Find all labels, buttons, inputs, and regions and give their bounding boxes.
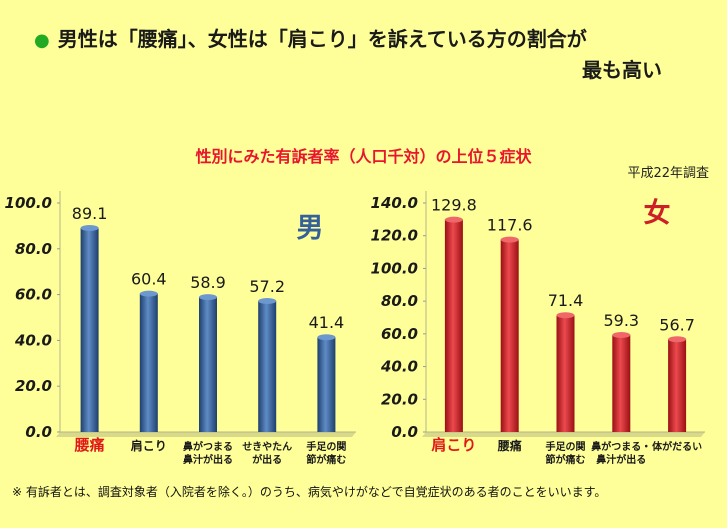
male-bar-cap <box>199 294 217 301</box>
female-value-label: 59.3 <box>603 311 639 330</box>
male-category-label: 鼻がつまる <box>183 440 233 453</box>
male-value-label: 60.4 <box>131 270 167 289</box>
male-bar <box>199 297 217 432</box>
female-bar <box>500 239 519 432</box>
male-tick-label: 20.0 <box>15 377 52 395</box>
male-value-label: 58.9 <box>190 273 226 292</box>
female-floor <box>422 432 705 437</box>
female-tick-label: 100.0 <box>371 259 418 277</box>
female-category-label: 鼻汁が出る <box>596 453 646 466</box>
chart-subtitle: 性別にみた有訴者率（人口千対）の上位５症状 <box>195 147 532 166</box>
male-tick-label: 100.0 <box>5 194 52 212</box>
female-tick-label: 140.0 <box>371 194 418 212</box>
male-value-label: 89.1 <box>72 204 108 223</box>
male-bar-cap <box>258 298 277 305</box>
male-tick-label: 80.0 <box>15 240 52 258</box>
female-tick-label: 120.0 <box>371 227 418 245</box>
male-category-label: が出る <box>252 453 282 466</box>
male-bar-cap <box>80 224 99 231</box>
male-tick-label: 0.0 <box>25 423 52 441</box>
male-category-label: 手足の関 <box>306 440 346 453</box>
female-tick-label: 80.0 <box>381 292 418 310</box>
female-category-label: 体がだるい <box>652 440 702 453</box>
female-bar <box>612 335 631 432</box>
female-series-label: 女 <box>644 197 671 229</box>
female-bar-cap <box>500 236 519 243</box>
bullet-icon: ● <box>34 30 50 51</box>
male-series-label: 男 <box>297 213 324 244</box>
female-bar <box>444 219 463 432</box>
female-tick-label: 40.0 <box>380 358 418 376</box>
male-value-label: 41.4 <box>309 313 345 332</box>
survey-year: 平成22年調査 <box>627 166 709 181</box>
headline: ● 男性は「腰痛」、女性は「肩こり」を訴えている方の割合が 最も高い <box>34 24 714 82</box>
female-tick-label: 60.0 <box>381 325 418 343</box>
female-category-label: 鼻がつまる・ <box>591 440 651 453</box>
male-tick-label: 40.0 <box>14 331 52 349</box>
male-bar <box>258 301 277 432</box>
female-tick-label: 20.0 <box>381 390 418 408</box>
female-value-label: 129.8 <box>431 196 477 215</box>
female-category-label: 腰痛 <box>497 438 522 453</box>
male-value-label: 57.2 <box>249 277 285 296</box>
female-bar-cap <box>444 216 463 223</box>
female-bar <box>668 339 687 432</box>
male-category-label: せきやたん <box>242 441 292 453</box>
female-bar <box>556 315 575 432</box>
female-value-label: 71.4 <box>548 291 584 310</box>
female-value-label: 56.7 <box>659 315 695 334</box>
headline-line-1: 男性は「腰痛」、女性は「肩こり」を訴えている方の割合が <box>57 27 587 51</box>
male-category-label: 節が痛む <box>306 453 346 466</box>
footnote: ※ 有訴者とは、調査対象者（入院者を除く。）のうち、病気やけがなどで自覚症状のあ… <box>12 485 607 499</box>
female-category-label: 肩こり <box>431 436 476 454</box>
female-category-label: 手足の関 <box>546 440 586 453</box>
female-tick-label: 0.0 <box>391 423 418 441</box>
male-bar <box>317 337 336 432</box>
female-category-label: 節が痛む <box>546 453 586 466</box>
male-tick-label: 60.0 <box>15 286 52 304</box>
male-bar-cap <box>139 290 158 297</box>
male-floor <box>56 432 356 437</box>
headline-line-2: 最も高い <box>582 58 662 82</box>
female-bar-cap <box>668 336 687 343</box>
male-category-label: 腰痛 <box>74 436 105 454</box>
female-value-label: 117.6 <box>487 216 533 235</box>
female-bar-cap <box>612 332 631 339</box>
male-bar <box>80 227 99 432</box>
male-bar-cap <box>317 334 336 341</box>
male-category-label: 鼻汁が出る <box>183 453 233 466</box>
female-bar-cap <box>556 312 575 319</box>
male-bar <box>139 293 158 432</box>
male-category-label: 肩こり <box>131 438 167 453</box>
